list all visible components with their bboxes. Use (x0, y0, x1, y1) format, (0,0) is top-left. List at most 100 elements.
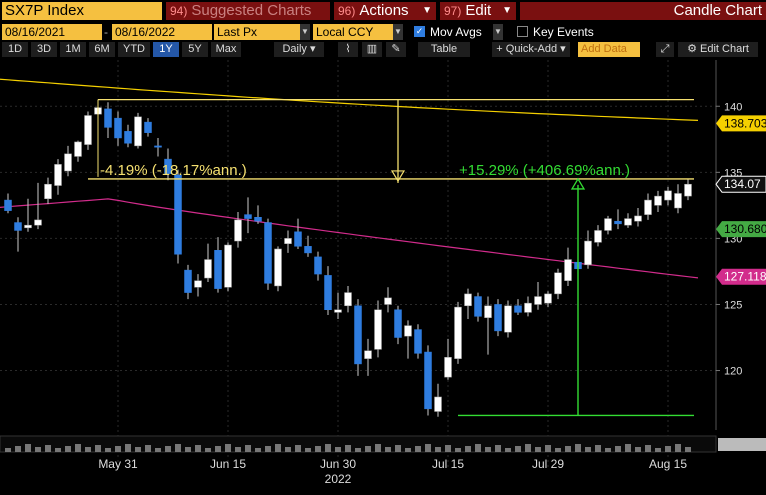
draw-tool-icon[interactable]: ✎ (386, 42, 406, 57)
volume-bar (585, 447, 591, 452)
ma-magenta-tag-box (716, 268, 766, 285)
volume-bar (445, 445, 451, 452)
chart-area[interactable]: 120 125 130 135 140 -4.19% (-18.17%ann.) +15.2… (0, 60, 766, 490)
candle-body (384, 297, 392, 305)
mov-avgs-dropdown-icon[interactable]: ▼ (493, 24, 503, 40)
candle-body (174, 174, 182, 255)
volume-bar (295, 445, 301, 452)
volume-tag (718, 438, 766, 451)
candle-chart-icon[interactable]: ▥ (362, 42, 382, 57)
chevron-down-icon: ▼ (502, 5, 512, 16)
volume-bar (265, 446, 271, 452)
volume-bar (15, 446, 21, 452)
top-toolbar: SX7P Index 94) Suggested Charts 96) Action… (0, 0, 766, 22)
candle-body (554, 272, 562, 295)
volume-bar (45, 445, 51, 452)
volume-bar (35, 447, 41, 452)
volume-bar (305, 448, 311, 452)
candle-body (104, 108, 112, 128)
candle-body (374, 309, 382, 350)
line-chart-icon[interactable]: ⌇ (338, 42, 358, 57)
range-button-ytd[interactable]: YTD (118, 42, 150, 57)
x-tick-label: Jul 15 (432, 457, 464, 471)
volume-bar (205, 448, 211, 452)
volume-bar (455, 448, 461, 452)
volume-bar (335, 447, 341, 452)
candle-body (644, 199, 652, 215)
range-button-1y[interactable]: 1Y (153, 42, 179, 57)
candle-body (164, 158, 172, 174)
ticker-field[interactable]: SX7P Index (2, 2, 162, 20)
candle-body (244, 214, 252, 219)
candle-body (364, 350, 372, 359)
price-field[interactable]: Last Px (214, 24, 300, 40)
quick-add-button[interactable]: + Quick-Add ▾ (492, 42, 570, 57)
zoom-icon[interactable]: ⤢ (656, 42, 674, 57)
range-button-3d[interactable]: 3D (31, 42, 57, 57)
candle-body (444, 357, 452, 378)
volume-bar (135, 447, 141, 452)
range-button-max[interactable]: Max (211, 42, 241, 57)
edit-chart-button[interactable]: ⚙ Edit Chart (678, 42, 758, 57)
candle-body (334, 309, 342, 313)
candle-body (424, 351, 432, 410)
candle-body (344, 292, 352, 307)
actions-label: Actions (359, 2, 409, 19)
x-tick-label: May 31 (98, 457, 138, 471)
range-button-5y[interactable]: 5Y (182, 42, 208, 57)
ma-yellow-line (0, 78, 699, 121)
volume-bar (275, 444, 281, 452)
candle-body (514, 305, 522, 313)
range-button-1m[interactable]: 1M (60, 42, 86, 57)
year-label: 2022 (325, 472, 352, 486)
volume-bar (435, 447, 441, 452)
range-bar: 1D 3D 1M 6M YTD 1Y 5Y Max Daily ▾ ⌇ ▥ ✎ Table +… (0, 42, 766, 58)
volume-bar (565, 446, 571, 452)
volume-bar (25, 444, 31, 452)
x-tick-label: Aug 15 (649, 457, 687, 471)
candle-body (34, 219, 42, 226)
actions-button[interactable]: 96) Actions ▼ (334, 2, 436, 20)
volume-bar (485, 447, 491, 452)
candle-body (14, 222, 22, 231)
add-data-input[interactable]: Add Data (578, 42, 640, 57)
volume-bar (475, 444, 481, 452)
volume-bar (185, 447, 191, 452)
currency-dropdown-icon[interactable]: ▼ (393, 24, 403, 40)
x-tick-label: Jul 29 (532, 457, 564, 471)
mov-avgs-checkbox[interactable]: ✓ (414, 26, 425, 37)
candle-body (664, 190, 672, 201)
wrench-icon: ⚙ (687, 43, 697, 55)
volume-bar (115, 446, 121, 452)
periodicity-select[interactable]: Daily ▾ (274, 42, 324, 57)
volume-bar (535, 447, 541, 452)
candle-body (304, 246, 312, 254)
volume-bar (635, 447, 641, 452)
volume-bar (375, 444, 381, 452)
table-button[interactable]: Table (418, 42, 470, 57)
ma-yellow-tag-box (716, 115, 766, 132)
candle-body (504, 305, 512, 333)
quick-add-label: + Quick-Add (496, 43, 558, 55)
volume-bar (625, 444, 631, 452)
candle-body (234, 219, 242, 242)
ma-green-tag-text: 130.680 (724, 222, 766, 236)
edit-button[interactable]: 97) Edit ▼ (440, 2, 516, 20)
candle-body (314, 256, 322, 275)
start-date-field[interactable]: 08/16/2021 (2, 24, 102, 40)
volume-bar (525, 444, 531, 452)
candle-body (224, 244, 232, 288)
volume-bar (5, 448, 11, 452)
key-events-checkbox[interactable] (517, 26, 528, 37)
params-bar: 08/16/2021 - 08/16/2022 Last Px ▼ Local … (0, 24, 766, 41)
end-date-field[interactable]: 08/16/2022 (112, 24, 212, 40)
candle-body (144, 121, 152, 133)
candle-body (564, 259, 572, 281)
price-field-dropdown-icon[interactable]: ▼ (300, 24, 310, 40)
range-button-1d[interactable]: 1D (2, 42, 28, 57)
range-button-6m[interactable]: 6M (89, 42, 115, 57)
currency-field[interactable]: Local CCY (313, 24, 393, 40)
suggested-charts-button[interactable]: 94) Suggested Charts (166, 2, 330, 20)
volume-bar (505, 448, 511, 452)
